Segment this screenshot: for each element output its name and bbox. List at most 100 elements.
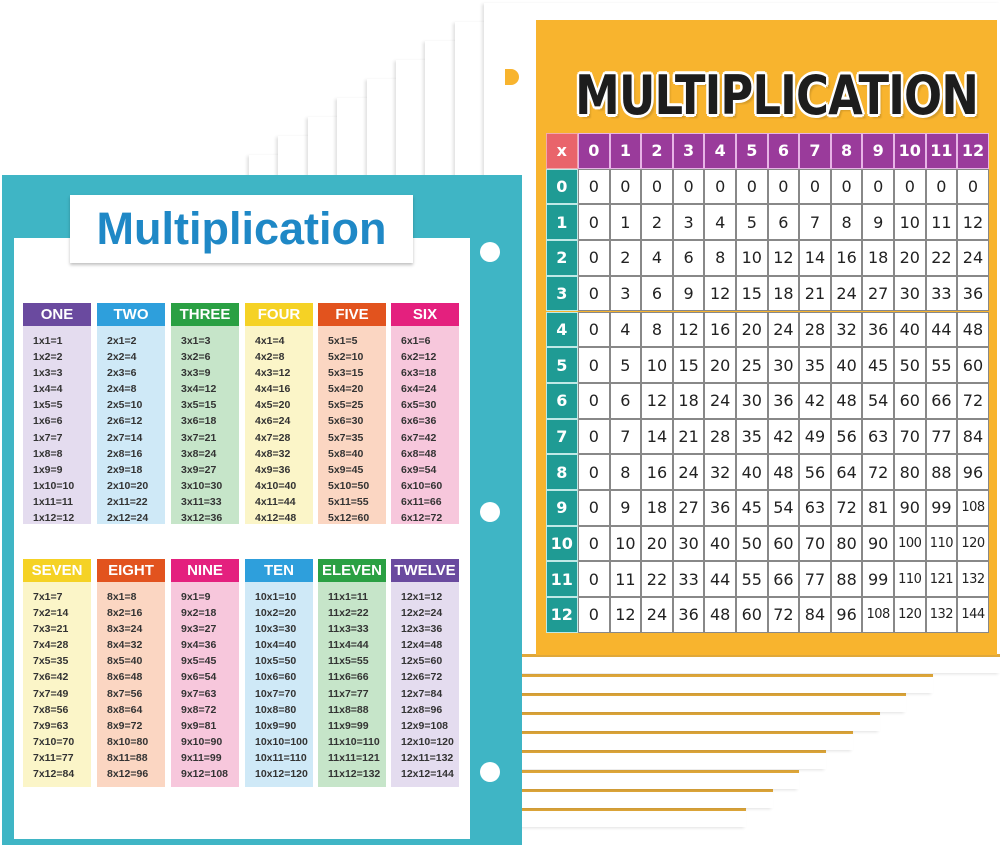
fact: 10x6=60 [255, 671, 297, 684]
grid-cell: 24 [672, 454, 705, 490]
grid-cell: 2 [609, 240, 642, 276]
fact: 7x12=84 [33, 768, 75, 781]
fact: 7x1=7 [33, 591, 63, 603]
grid-cell: 66 [925, 382, 958, 419]
grid-cell: 100 [894, 525, 926, 562]
grid-cell: 0 [894, 168, 926, 205]
column-body: 12x1=12 12x2=24 12x3=36 12x4=48 12x5=60 12x6=… [391, 582, 459, 787]
grid-cell: 5 [609, 347, 642, 383]
grid-cell: 81 [862, 490, 894, 526]
fact: 7x4=28 [33, 639, 69, 652]
grid-cell: 60 [957, 347, 989, 383]
grid-cell: 45 [862, 347, 894, 383]
grid-cell: 110 [894, 561, 926, 598]
fact: 6x3=18 [401, 367, 437, 380]
grid-cell: 7 [799, 204, 831, 241]
fact: 1x6=6 [33, 415, 63, 428]
fact: 4x2=8 [255, 351, 285, 364]
grid-cell: 99 [925, 490, 958, 526]
punch-hole [480, 502, 500, 522]
grid-cell: 90 [862, 525, 894, 562]
column-body: 3x1=3 3x2=6 3x3=9 3x4=12 3x5=15 3x6=18 3x7=21 3… [171, 326, 239, 524]
fact-column: NINE 9x1=9 9x2=18 9x3=27 9x4=36 9x5=45 9x6=54 9… [171, 559, 239, 787]
column-header: 0 [578, 133, 610, 169]
grid-cell: 5 [736, 204, 768, 241]
grid-cell: 20 [736, 311, 768, 348]
grid-cell: 0 [799, 168, 831, 205]
row-header: 2 [546, 240, 578, 276]
grid-cell: 77 [799, 561, 831, 598]
fact: 10x4=40 [255, 639, 297, 652]
grid-cell: 7 [609, 418, 642, 455]
fact: 12x4=48 [401, 639, 443, 652]
fact: 8x8=64 [107, 703, 143, 716]
sheet-edge [425, 692, 907, 696]
fact: 11x5=55 [328, 655, 369, 668]
grid-cell: 22 [641, 561, 673, 598]
grid-cell: 6 [641, 275, 673, 312]
column-header: NINE [171, 559, 239, 582]
column-header: 8 [830, 133, 863, 169]
fact: 1x5=5 [33, 399, 63, 412]
fact-column: ONE 1x1=1 1x2=2 1x3=3 1x4=4 1x5=5 1x6=6 1x7=7 1x… [23, 303, 91, 524]
grid-cell: 14 [641, 418, 673, 455]
grid-cell: 20 [641, 525, 673, 562]
grid-cell: 60 [767, 525, 800, 562]
fact: 6x9=54 [401, 463, 437, 476]
row-header: 0 [546, 168, 578, 205]
grid-cell: 121 [925, 561, 958, 598]
fact-column: FOUR 4x1=4 4x2=8 4x3=12 4x4=16 4x5=20 4x6=24 4x… [245, 303, 313, 524]
column-header: 1 [609, 133, 642, 169]
column-header: 3 [672, 133, 705, 169]
fact-column: TWELVE 12x1=12 12x2=24 12x3=36 12x4=48 12x5=6… [391, 559, 459, 787]
title-box: Multiplication [70, 195, 413, 263]
grid-cell: 12 [641, 382, 673, 419]
grid-cell: 24 [704, 382, 736, 419]
row-header: 3 [546, 275, 578, 312]
grid-cell: 12 [767, 240, 800, 276]
grid-cell: 0 [578, 311, 610, 348]
grid-cell: 32 [704, 454, 736, 490]
fact: 11x2=22 [328, 607, 369, 620]
grid-cell: 88 [830, 561, 863, 598]
fact: 4x6=24 [255, 415, 291, 428]
fact: 12x2=24 [401, 607, 443, 620]
grid-cell: 132 [957, 561, 989, 598]
punch-hole [505, 69, 519, 85]
grid-cell: 90 [894, 490, 926, 526]
grid-cell: 10 [894, 204, 926, 241]
column-header: SEVEN [23, 559, 91, 582]
grid-cell: 84 [799, 597, 831, 633]
grid-cell: 6 [672, 240, 705, 276]
fact: 3x1=3 [181, 335, 211, 347]
fact-column: ELEVEN 11x1=11 11x2=22 11x3=33 11x4=44 11x5=5… [318, 559, 386, 787]
grid-cell: 72 [830, 490, 863, 526]
fact: 9x10=90 [181, 735, 223, 748]
column-header: THREE [171, 303, 239, 326]
grid-cell: 4 [704, 204, 736, 241]
column-body: 7x1=7 7x2=14 7x3=21 7x4=28 7x5=35 7x6=42 7x7=4… [23, 582, 91, 787]
fact: 3x7=21 [181, 431, 217, 444]
grid-cell: 18 [672, 382, 705, 419]
fact: 2x7=14 [107, 431, 143, 444]
row-header: 8 [546, 454, 578, 490]
fact: 9x8=72 [181, 703, 217, 716]
grid-cell: 96 [830, 597, 863, 633]
grid-cell: 0 [578, 525, 610, 562]
column-header: 12 [957, 133, 989, 169]
fact-column: TEN 10x1=10 10x2=20 10x3=30 10x4=40 10x5=50 10… [245, 559, 313, 787]
fact-column: EIGHT 8x1=8 8x2=16 8x3=24 8x4=32 8x5=40 8x6=48… [97, 559, 165, 787]
grid-cell: 132 [925, 597, 958, 633]
fact: 7x8=56 [33, 703, 69, 716]
grid-cell: 72 [767, 597, 800, 633]
grid-cell: 0 [736, 168, 768, 205]
grid-cell: 44 [704, 561, 736, 598]
grid-cell: 4 [641, 240, 673, 276]
grid-cell: 0 [578, 561, 610, 598]
fact: 2x9=18 [107, 463, 143, 476]
fact: 12x5=60 [401, 655, 443, 668]
grid-cell: 0 [578, 418, 610, 455]
fact: 10x7=70 [255, 687, 297, 700]
fact: 10x8=80 [255, 703, 297, 716]
fact: 8x1=8 [107, 591, 137, 603]
